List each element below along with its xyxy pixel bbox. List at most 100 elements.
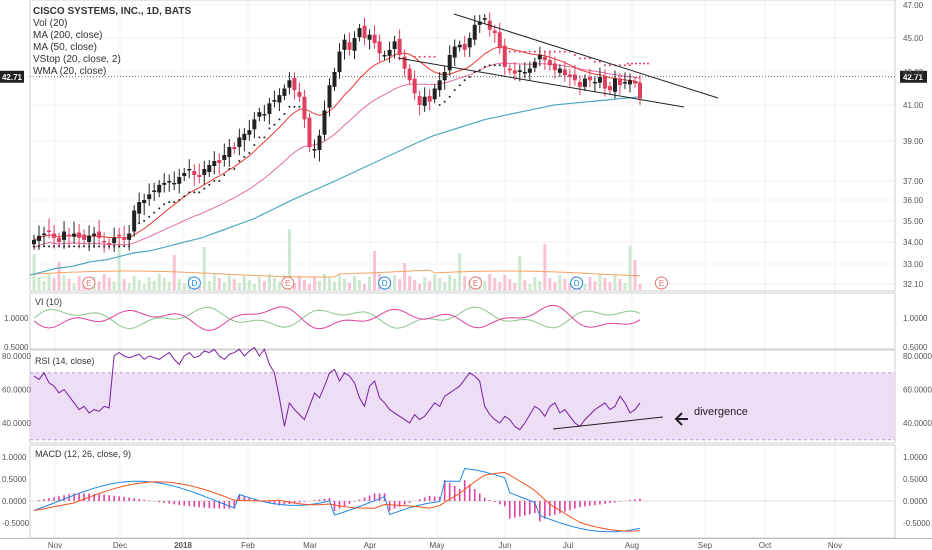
volume-bar: [227, 275, 231, 290]
volume-bar: [72, 283, 76, 290]
vi-tick-label: 1.0000: [903, 314, 928, 323]
vstop-dot: [233, 168, 236, 170]
vstop-dot: [623, 64, 626, 67]
candle-body: [37, 235, 42, 241]
candle-body: [427, 95, 432, 102]
vstop-dot: [523, 50, 526, 53]
vstop-dot: [647, 62, 649, 65]
volume-bar: [498, 282, 502, 290]
vstop-dot: [208, 183, 211, 186]
candle-body: [582, 78, 587, 87]
candle-body: [57, 237, 62, 242]
last-price-line: 42.71 42.71: [0, 70, 927, 83]
candle-body: [542, 56, 547, 61]
vstop-dot: [258, 136, 261, 139]
volume-bar: [222, 282, 226, 290]
volume-bar: [523, 280, 527, 290]
vstop-dots: [33, 50, 649, 248]
volume-bar: [618, 279, 622, 290]
candle-body: [67, 234, 72, 237]
volume-bar: [638, 284, 642, 290]
rsi-legend: RSI (14, close): [35, 356, 95, 366]
vstop-dot: [513, 50, 516, 53]
axis-labels: Nov Dec 2018 Feb Mar Apr May Jun Jul Aug Sep Oct Nov…: [48, 1, 924, 550]
candle-body: [537, 55, 542, 60]
volume-bar: [353, 276, 357, 290]
candle-body: [297, 91, 302, 97]
candle-body: [152, 190, 157, 192]
vstop-dot: [158, 207, 161, 210]
volume-bar: [568, 283, 572, 290]
candle-body: [112, 237, 117, 244]
x-tick-label: Mar: [303, 541, 317, 550]
candle-body: [562, 69, 567, 76]
vstop-dot: [478, 69, 481, 72]
volume-bar: [307, 284, 311, 290]
event-marker-earnings: [468, 276, 482, 290]
volume-bar: [232, 279, 236, 290]
candle-body: [502, 45, 507, 67]
lower-trendline: [397, 57, 685, 108]
vstop-dot: [468, 75, 471, 78]
volume-bar: [107, 278, 111, 290]
candle-body: [257, 112, 262, 117]
event-marker-label: E: [473, 279, 478, 288]
volume-bar: [42, 281, 46, 290]
vstop-dot: [123, 245, 126, 248]
volume-bar: [543, 244, 547, 290]
rsi-divergence-line: [552, 416, 664, 430]
candle-body: [312, 149, 317, 151]
candle-body: [512, 70, 517, 74]
event-marker-label: D: [382, 279, 388, 288]
last-price-right-label: 42.71: [903, 73, 924, 82]
candle-body: [417, 95, 422, 105]
volume-bar: [433, 274, 437, 290]
event-marker-dividend: [570, 276, 584, 290]
vstop-dot: [628, 64, 631, 67]
candles: [32, 12, 642, 253]
divergence-arrow: [674, 412, 688, 426]
candle-body: [197, 175, 202, 177]
candle-body: [432, 88, 437, 100]
volume-bar: [262, 281, 266, 290]
vstop-dot: [138, 222, 141, 225]
volume-bar: [102, 274, 106, 290]
volume-bar: [493, 278, 497, 290]
grid: [30, 0, 895, 538]
candle-body: [377, 41, 382, 54]
vstop-dot: [193, 191, 196, 194]
candle-body: [77, 232, 82, 238]
x-tick-label: Nov: [48, 541, 62, 550]
vstop-dot: [488, 64, 491, 67]
volume-bar: [292, 283, 296, 290]
candle-body: [367, 34, 372, 40]
vstop-dot: [543, 50, 546, 53]
vstop-dot: [93, 245, 96, 248]
volume-bar: [122, 279, 126, 290]
candle-body: [247, 130, 252, 135]
volume-bar: [553, 282, 557, 290]
volume-bar: [348, 283, 352, 290]
candle-body: [272, 100, 277, 102]
candle-body: [317, 135, 322, 150]
volume-bar: [77, 276, 81, 290]
vstop-dot: [103, 245, 106, 248]
vstop-dot: [538, 50, 541, 53]
candle-body: [157, 184, 162, 193]
volume-bar: [598, 274, 602, 290]
rsi-pane: RSI (14, close) 80.0000 80.0000 60.0000 60.0…: [2, 346, 932, 441]
vstop-dot: [78, 245, 81, 248]
vstop-dot: [38, 245, 41, 248]
volume-bar: [538, 281, 542, 290]
candle-body: [237, 137, 242, 147]
candle-body: [547, 60, 552, 66]
candle-body: [292, 77, 297, 91]
event-marker-label: E: [285, 279, 290, 288]
candle-body: [107, 243, 112, 245]
vstop-dot: [558, 50, 561, 53]
candle-body: [382, 55, 387, 57]
candle-body: [577, 81, 582, 87]
macd-tick-label: 0.5000: [903, 475, 928, 484]
